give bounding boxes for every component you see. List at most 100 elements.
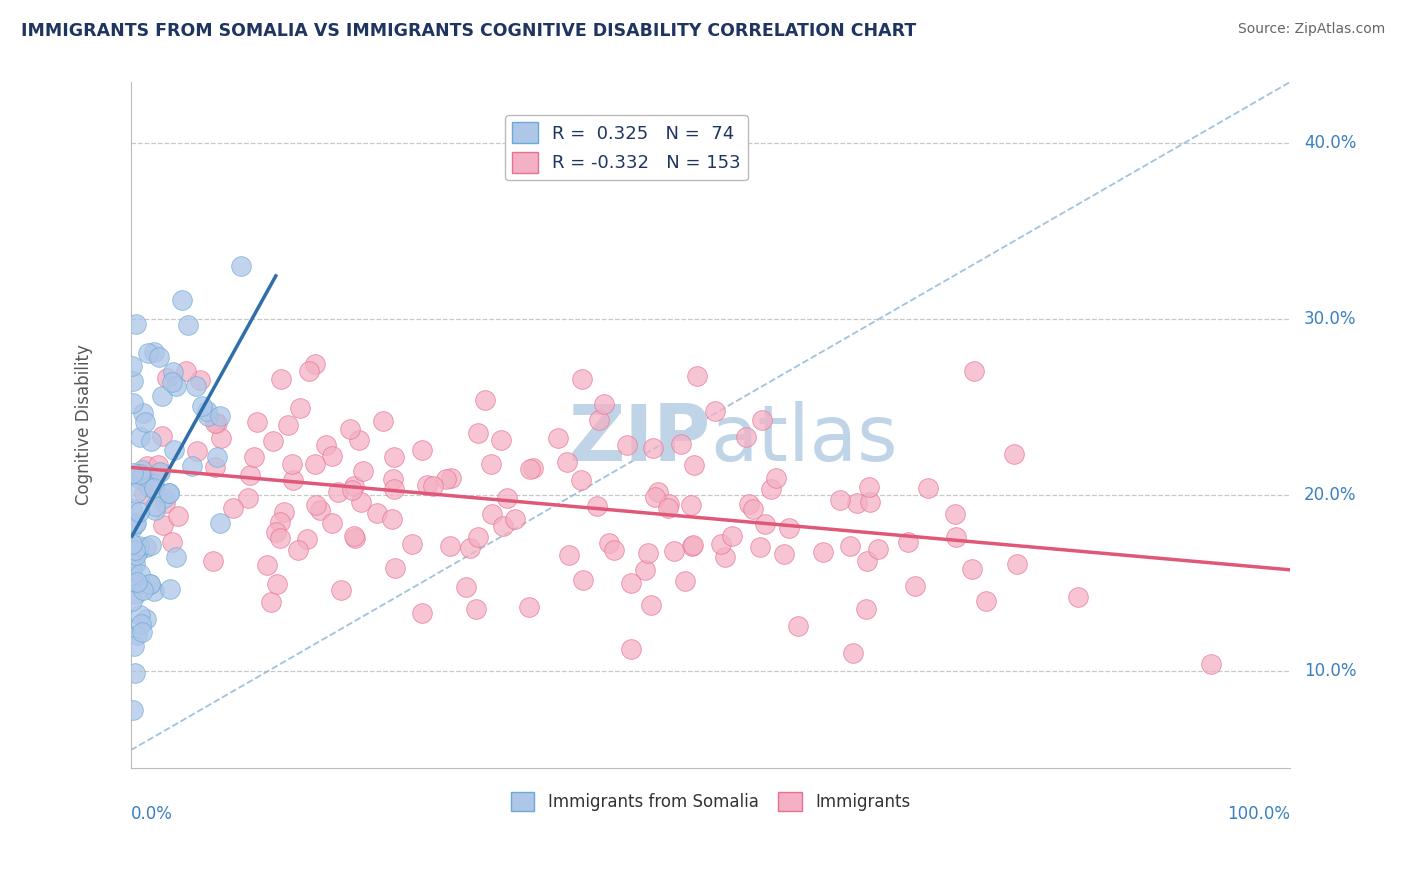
Point: [125, 516, 148, 530]
Text: 20.0%: 20.0%: [1305, 486, 1357, 504]
Point: [209, 516, 232, 531]
Point: [315, 438, 337, 452]
Point: [945, 529, 967, 543]
Point: [637, 546, 659, 560]
Legend: Immigrants from Somalia, Immigrants: Immigrants from Somalia, Immigrants: [505, 785, 917, 818]
Point: [124, 516, 146, 531]
Point: [122, 375, 145, 389]
Point: [269, 515, 291, 529]
Point: [401, 536, 423, 550]
Point: [143, 481, 166, 495]
Point: [205, 416, 228, 430]
Point: [481, 507, 503, 521]
Point: [547, 432, 569, 446]
Point: [134, 486, 156, 500]
Text: ZIP: ZIP: [568, 401, 710, 476]
Point: [467, 530, 489, 544]
Point: [492, 518, 515, 533]
Text: Cognitive Disability: Cognitive Disability: [76, 344, 93, 505]
Point: [181, 458, 204, 473]
Point: [148, 350, 170, 364]
Point: [349, 433, 371, 447]
Point: [128, 539, 150, 553]
Point: [188, 373, 211, 387]
Point: [384, 560, 406, 574]
Point: [239, 468, 262, 483]
Point: [519, 462, 541, 476]
Point: [281, 458, 304, 472]
Point: [748, 540, 770, 554]
Point: [208, 409, 231, 423]
Point: [342, 528, 364, 542]
Point: [866, 541, 889, 556]
Point: [416, 478, 439, 492]
Point: [121, 521, 143, 535]
Point: [121, 467, 143, 481]
Point: [454, 580, 477, 594]
Point: [422, 479, 444, 493]
Point: [439, 539, 461, 553]
Point: [517, 600, 540, 615]
Point: [458, 541, 481, 556]
Point: [974, 594, 997, 608]
Point: [209, 431, 232, 445]
Point: [231, 260, 253, 274]
Point: [162, 365, 184, 379]
Point: [150, 429, 173, 443]
Point: [382, 450, 405, 464]
Point: [157, 485, 180, 500]
Point: [411, 442, 433, 457]
Point: [138, 479, 160, 493]
Point: [256, 558, 278, 573]
Point: [128, 472, 150, 486]
Point: [943, 507, 966, 521]
Point: [754, 516, 776, 531]
Point: [184, 379, 207, 393]
Point: [121, 562, 143, 576]
Point: [125, 548, 148, 562]
Point: [134, 415, 156, 429]
Point: [205, 450, 228, 464]
Point: [143, 584, 166, 599]
Point: [434, 473, 457, 487]
Point: [122, 639, 145, 653]
Point: [139, 434, 162, 449]
Point: [125, 317, 148, 331]
Point: [759, 483, 782, 497]
Point: [139, 577, 162, 591]
Point: [269, 531, 291, 545]
Point: [125, 574, 148, 589]
Point: [191, 399, 214, 413]
Point: [855, 601, 877, 615]
Point: [1067, 590, 1090, 604]
Point: [132, 406, 155, 420]
Point: [681, 539, 703, 553]
Point: [138, 576, 160, 591]
Point: [305, 498, 328, 512]
Point: [136, 345, 159, 359]
Point: [143, 500, 166, 514]
Point: [787, 618, 810, 632]
Point: [703, 403, 725, 417]
Point: [124, 486, 146, 500]
Point: [157, 486, 180, 500]
Point: [222, 500, 245, 515]
Point: [682, 538, 704, 552]
Point: [571, 473, 593, 487]
Point: [121, 396, 143, 410]
Point: [657, 501, 679, 516]
Point: [202, 553, 225, 567]
Point: [143, 502, 166, 516]
Point: [270, 371, 292, 385]
Point: [411, 606, 433, 620]
Point: [163, 442, 186, 457]
Point: [159, 582, 181, 596]
Point: [186, 444, 208, 458]
Point: [321, 516, 343, 530]
Point: [149, 465, 172, 479]
Point: [713, 549, 735, 564]
Point: [298, 363, 321, 377]
Point: [128, 543, 150, 558]
Text: atlas: atlas: [710, 401, 898, 476]
Point: [381, 512, 404, 526]
